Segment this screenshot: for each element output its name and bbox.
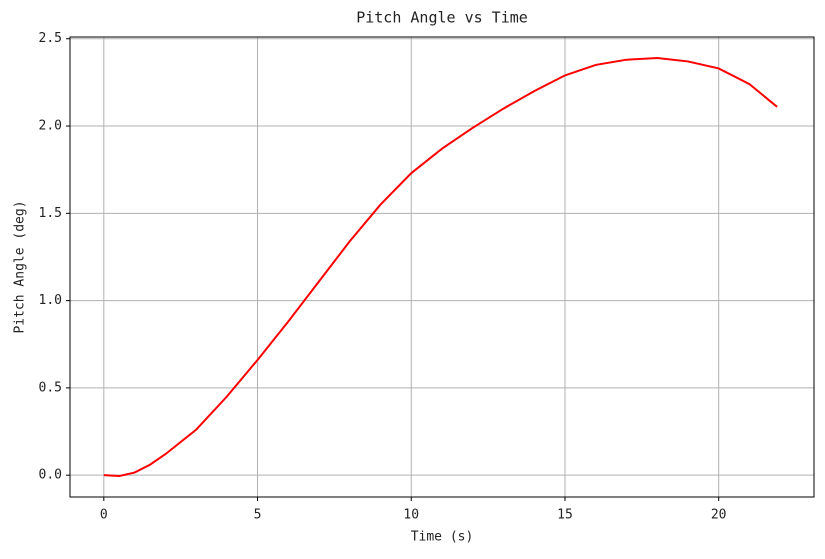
x-tick-label: 10 — [403, 508, 419, 523]
y-tick-label: 0.0 — [39, 468, 62, 483]
x-tick-label: 15 — [557, 508, 573, 523]
y-tick-label: 2.0 — [39, 119, 62, 134]
y-tick-label: 1.5 — [39, 206, 62, 221]
y-tick-label: 1.0 — [39, 293, 62, 308]
y-tick-label: 2.5 — [39, 31, 62, 46]
x-tick-label: 0 — [100, 508, 108, 523]
y-axis-label: Pitch Angle (deg) — [13, 200, 28, 333]
plot-frame — [69, 36, 815, 498]
x-tick-label: 20 — [711, 508, 727, 523]
x-axis-label: Time (s) — [411, 530, 474, 545]
x-tick-label: 5 — [254, 508, 262, 523]
line — [103, 56, 778, 478]
chart-title: Pitch Angle vs Time — [356, 9, 528, 27]
y-tick-label: 0.5 — [39, 380, 62, 395]
